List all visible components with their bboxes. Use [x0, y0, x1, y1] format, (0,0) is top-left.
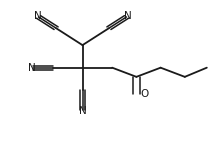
Text: N: N	[28, 63, 36, 73]
Text: N: N	[124, 11, 132, 21]
Text: N: N	[79, 106, 86, 116]
Text: N: N	[33, 11, 41, 21]
Text: O: O	[141, 89, 149, 99]
